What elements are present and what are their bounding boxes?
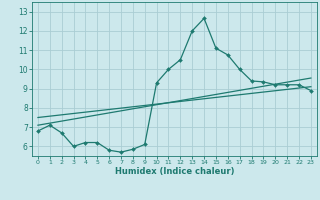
X-axis label: Humidex (Indice chaleur): Humidex (Indice chaleur) [115, 167, 234, 176]
